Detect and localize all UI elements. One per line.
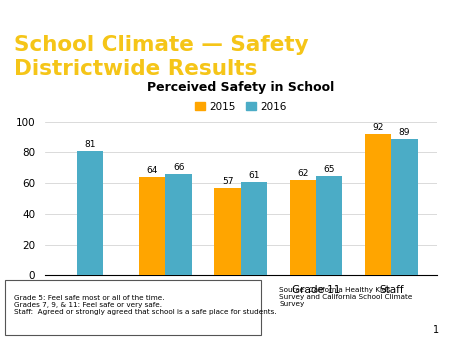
Text: Grade 5: Feel safe most or all of the time.
Grades 7, 9, & 11: Feel safe or very: Grade 5: Feel safe most or all of the ti… — [14, 295, 276, 315]
Text: 81: 81 — [85, 140, 96, 149]
Text: 92: 92 — [373, 123, 384, 132]
Bar — [166, 174, 192, 275]
Text: 1: 1 — [432, 325, 439, 335]
Bar — [365, 134, 392, 275]
FancyBboxPatch shape — [4, 280, 261, 335]
Text: 61: 61 — [248, 171, 260, 180]
Text: School Climate — Safety
Districtwide Results: School Climate — Safety Districtwide Res… — [14, 35, 308, 79]
Text: 66: 66 — [173, 163, 184, 172]
Text: 65: 65 — [324, 165, 335, 174]
Legend: 2015, 2016: 2015, 2016 — [190, 98, 291, 116]
Bar — [241, 182, 267, 275]
Text: 89: 89 — [399, 128, 410, 137]
Title: Perceived Safety in School: Perceived Safety in School — [147, 81, 334, 94]
Bar — [77, 151, 104, 275]
Text: 62: 62 — [297, 169, 309, 178]
Bar — [392, 139, 418, 275]
Text: Source: California Healthy Kids
Survey and California School Climate
Survey: Source: California Healthy Kids Survey a… — [279, 287, 412, 307]
Text: 57: 57 — [222, 177, 233, 186]
Bar — [139, 177, 166, 275]
Text: 64: 64 — [147, 166, 158, 175]
Bar — [214, 188, 241, 275]
Bar — [290, 180, 316, 275]
Bar — [316, 175, 342, 275]
